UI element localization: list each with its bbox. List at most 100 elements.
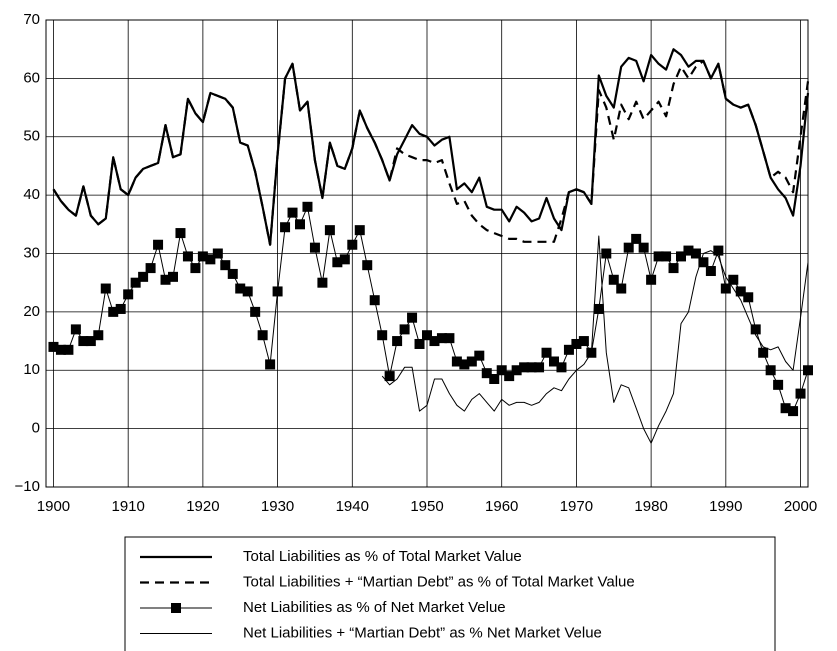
marker xyxy=(309,242,320,253)
marker xyxy=(705,266,716,277)
marker xyxy=(422,330,432,341)
marker xyxy=(750,324,761,335)
marker xyxy=(160,274,171,285)
marker xyxy=(257,330,268,341)
y-tick-label: 0 xyxy=(32,420,40,437)
marker xyxy=(175,228,186,239)
marker xyxy=(661,251,672,262)
marker xyxy=(534,362,545,373)
series-line xyxy=(381,235,809,444)
marker xyxy=(280,222,291,233)
marker xyxy=(220,260,231,271)
marker xyxy=(55,344,66,355)
marker xyxy=(377,330,388,341)
marker xyxy=(250,306,261,317)
legend-box xyxy=(124,536,776,651)
marker xyxy=(683,245,694,256)
marker xyxy=(773,379,784,390)
legend-label: Net Liabilities + “Martian Debt” as % Ne… xyxy=(243,624,602,641)
marker xyxy=(780,403,791,414)
marker xyxy=(168,271,178,282)
marker xyxy=(399,324,410,335)
marker xyxy=(392,336,403,347)
marker xyxy=(496,365,507,376)
legend-label: Net Liabilities as % of Net Market Velue xyxy=(243,599,506,616)
marker xyxy=(287,207,298,218)
marker xyxy=(384,371,395,382)
marker xyxy=(735,286,746,297)
marker xyxy=(272,286,283,297)
series-line xyxy=(53,206,809,412)
marker xyxy=(676,251,686,262)
marker xyxy=(758,347,769,358)
marker xyxy=(182,251,193,262)
marker xyxy=(414,338,425,349)
marker xyxy=(451,356,462,367)
legend-label: Total Liabilities as % of Total Market V… xyxy=(243,548,522,565)
marker xyxy=(504,371,515,382)
marker xyxy=(93,330,104,341)
marker xyxy=(713,245,724,256)
x-tick-label: 1920 xyxy=(186,498,219,515)
x-tick-label: 1930 xyxy=(261,498,294,515)
marker xyxy=(48,341,59,352)
marker xyxy=(212,248,223,259)
marker xyxy=(519,362,530,373)
marker xyxy=(690,248,701,259)
y-tick-label: 30 xyxy=(23,244,40,261)
marker xyxy=(556,362,567,373)
marker xyxy=(354,225,365,236)
marker xyxy=(108,306,119,317)
marker xyxy=(153,239,164,250)
marker xyxy=(100,283,111,294)
marker xyxy=(549,356,559,367)
marker xyxy=(205,254,216,265)
marker xyxy=(616,283,627,294)
marker xyxy=(138,271,149,282)
marker xyxy=(444,333,455,344)
marker xyxy=(653,251,664,262)
y-tick-label: −10 xyxy=(15,478,40,495)
marker xyxy=(698,257,709,268)
marker xyxy=(339,254,350,265)
marker xyxy=(765,365,776,376)
y-tick-label: 20 xyxy=(23,303,40,320)
marker xyxy=(295,219,305,230)
marker xyxy=(481,368,492,379)
y-tick-label: 10 xyxy=(23,361,40,378)
x-tick-label: 2000 xyxy=(784,498,817,515)
marker xyxy=(63,344,74,355)
x-tick-label: 1900 xyxy=(37,498,70,515)
marker xyxy=(407,312,418,323)
marker xyxy=(474,350,485,361)
x-tick-label: 1980 xyxy=(634,498,667,515)
marker xyxy=(541,347,552,358)
marker xyxy=(317,277,328,288)
x-tick-label: 1970 xyxy=(560,498,593,515)
y-tick-label: 50 xyxy=(23,128,40,145)
marker xyxy=(362,260,373,271)
marker xyxy=(593,303,604,314)
marker xyxy=(85,336,96,347)
marker xyxy=(265,359,276,370)
marker xyxy=(788,406,799,417)
marker xyxy=(190,263,201,274)
y-tick-label: 40 xyxy=(23,186,40,203)
y-tick-label: 60 xyxy=(23,69,40,86)
legend-marker xyxy=(171,603,181,613)
marker xyxy=(130,277,141,288)
x-tick-label: 1940 xyxy=(336,498,369,515)
marker xyxy=(646,274,657,285)
marker xyxy=(631,233,642,244)
marker xyxy=(347,239,358,250)
marker xyxy=(623,242,634,253)
marker xyxy=(459,359,470,370)
marker xyxy=(489,374,500,385)
marker xyxy=(466,356,477,367)
x-tick-label: 1910 xyxy=(111,498,144,515)
marker xyxy=(145,263,156,274)
marker xyxy=(78,336,89,347)
x-tick-label: 1960 xyxy=(485,498,518,515)
legend-label: Total Liabilities + “Martian Debt” as % … xyxy=(243,573,635,590)
marker xyxy=(728,274,739,285)
